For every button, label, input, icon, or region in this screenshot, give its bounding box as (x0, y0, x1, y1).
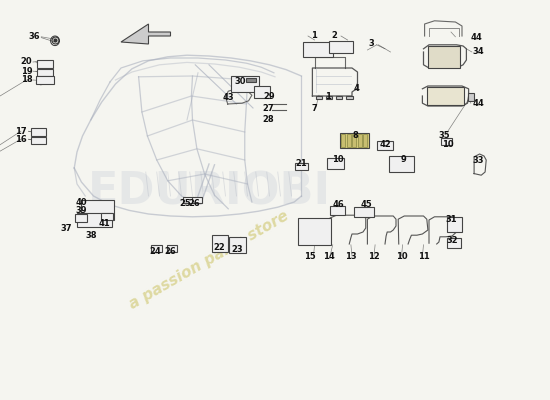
Bar (441, 138, 452, 145)
Text: 15: 15 (304, 252, 316, 261)
Bar (330, 206, 345, 215)
Text: EDURIOBI: EDURIOBI (87, 170, 331, 214)
Text: 24: 24 (149, 248, 161, 256)
Text: a passion parts store: a passion parts store (126, 208, 292, 312)
Bar (246, 78, 256, 82)
Text: 23: 23 (232, 246, 244, 254)
Bar (81, 200, 114, 220)
Text: 4: 4 (354, 84, 359, 93)
Text: 44: 44 (470, 34, 482, 42)
Text: 22: 22 (213, 244, 225, 252)
Bar (354, 207, 374, 217)
Text: 9: 9 (401, 156, 406, 164)
Bar (254, 86, 270, 98)
Bar (447, 238, 461, 248)
Bar (326, 96, 332, 99)
Text: 10: 10 (332, 156, 344, 164)
Bar (231, 76, 258, 92)
Bar (101, 213, 113, 220)
Text: 10: 10 (395, 252, 408, 261)
Text: 46: 46 (332, 200, 344, 209)
Text: 35: 35 (438, 132, 450, 140)
Text: 11: 11 (417, 252, 430, 261)
Bar (327, 158, 344, 169)
Bar (377, 141, 393, 150)
Text: 41: 41 (98, 220, 111, 228)
Polygon shape (121, 24, 170, 44)
Bar (151, 245, 162, 252)
Text: 34: 34 (472, 48, 485, 56)
Bar (212, 235, 228, 252)
Bar (76, 213, 112, 227)
Text: 10: 10 (442, 140, 454, 149)
Text: 45: 45 (360, 200, 372, 209)
Text: 17: 17 (15, 127, 27, 136)
Bar (302, 42, 333, 57)
Text: 44: 44 (472, 100, 485, 108)
Text: 40: 40 (75, 198, 87, 207)
Bar (340, 133, 368, 148)
Bar (363, 134, 367, 147)
Text: 43: 43 (222, 94, 234, 102)
Bar (31, 128, 46, 136)
Bar (352, 134, 356, 147)
Bar (36, 76, 54, 84)
Text: 8: 8 (353, 132, 358, 140)
Bar (358, 134, 362, 147)
Text: 19: 19 (20, 67, 32, 76)
Text: 42: 42 (379, 140, 391, 149)
Text: 39: 39 (76, 206, 87, 215)
Text: 2: 2 (332, 31, 337, 40)
Bar (37, 69, 53, 76)
Bar (427, 87, 464, 105)
Text: 27: 27 (262, 104, 274, 113)
Text: 13: 13 (345, 252, 357, 261)
Text: 38: 38 (85, 232, 96, 240)
Text: 7: 7 (312, 104, 317, 113)
Text: 20: 20 (20, 58, 32, 66)
Bar (229, 237, 246, 253)
Bar (183, 197, 193, 203)
Text: 14: 14 (323, 252, 335, 261)
Text: 36: 36 (29, 32, 41, 41)
Bar (389, 156, 414, 172)
Text: 26: 26 (188, 200, 200, 208)
Text: 1: 1 (311, 31, 316, 40)
Text: 31: 31 (445, 216, 457, 224)
Text: 25: 25 (179, 200, 191, 208)
Bar (75, 214, 87, 222)
Text: 33: 33 (473, 156, 484, 165)
Text: 28: 28 (262, 116, 274, 124)
Text: 18: 18 (20, 76, 32, 84)
Text: 3: 3 (368, 40, 374, 48)
Bar (447, 217, 462, 232)
Bar (316, 96, 322, 99)
Bar (192, 197, 202, 203)
Bar (167, 245, 177, 252)
Text: 1: 1 (325, 92, 331, 101)
Bar (428, 46, 460, 68)
Text: 16: 16 (15, 135, 27, 144)
Bar (298, 218, 331, 245)
Text: 32: 32 (446, 236, 458, 245)
Bar (346, 96, 353, 99)
Bar (336, 96, 342, 99)
Text: 29: 29 (263, 92, 276, 101)
Bar (468, 93, 474, 101)
Text: 30: 30 (234, 78, 245, 86)
Bar (346, 134, 351, 147)
Bar (329, 41, 353, 53)
Bar (295, 163, 308, 170)
Text: 12: 12 (368, 252, 380, 261)
Bar (37, 60, 53, 68)
Bar (341, 134, 345, 147)
Bar (31, 137, 46, 144)
Text: 37: 37 (60, 224, 72, 233)
Text: 21: 21 (295, 160, 307, 168)
Text: 26: 26 (164, 248, 177, 256)
